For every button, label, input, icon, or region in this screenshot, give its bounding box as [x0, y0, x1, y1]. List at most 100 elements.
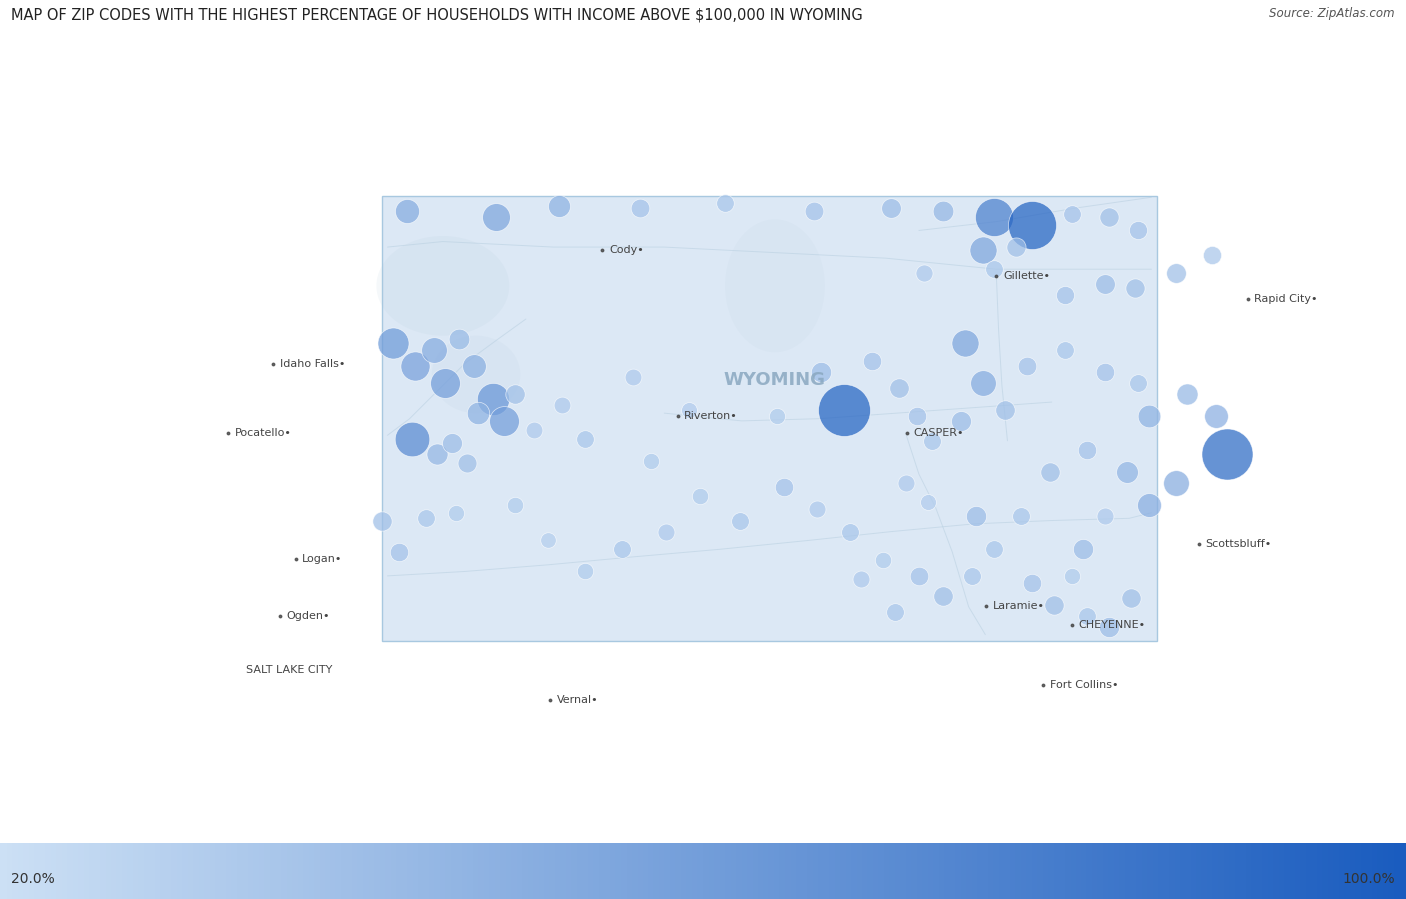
- Point: [1098, 210, 1121, 225]
- Point: [1076, 609, 1098, 623]
- Point: [766, 409, 789, 423]
- Point: [1215, 447, 1237, 461]
- Point: [396, 203, 419, 218]
- Point: [434, 376, 457, 390]
- Point: [955, 336, 977, 351]
- Point: [678, 403, 700, 417]
- Text: Riverton•: Riverton•: [685, 412, 738, 422]
- Point: [806, 503, 828, 517]
- Point: [908, 569, 931, 583]
- Text: SALT LAKE CITY: SALT LAKE CITY: [246, 665, 332, 675]
- Point: [640, 454, 662, 468]
- Text: Scottsbluff•: Scottsbluff•: [1205, 539, 1272, 548]
- Point: [887, 380, 910, 395]
- Text: Rapid City•: Rapid City•: [1254, 294, 1317, 304]
- Text: 20.0%: 20.0%: [11, 873, 55, 886]
- Point: [810, 365, 832, 379]
- Text: Gillette•: Gillette•: [1002, 271, 1050, 280]
- Point: [960, 569, 983, 583]
- Text: Cody•: Cody•: [609, 245, 644, 255]
- Point: [983, 542, 1005, 556]
- Point: [1076, 442, 1098, 457]
- Point: [872, 553, 894, 567]
- Point: [1201, 247, 1223, 262]
- Point: [1021, 575, 1043, 590]
- Text: CHEYENNE•: CHEYENNE•: [1078, 619, 1146, 629]
- Point: [382, 336, 405, 351]
- Point: [415, 512, 437, 526]
- Point: [537, 533, 560, 547]
- Point: [1010, 509, 1032, 523]
- Point: [1005, 240, 1028, 254]
- Point: [401, 432, 423, 446]
- Point: [772, 480, 794, 494]
- Point: [917, 494, 939, 509]
- Point: [481, 392, 503, 406]
- Point: [994, 403, 1017, 417]
- Text: Vernal•: Vernal•: [557, 695, 599, 705]
- Point: [574, 565, 596, 579]
- Ellipse shape: [725, 219, 825, 352]
- Point: [832, 403, 855, 417]
- Point: [839, 524, 862, 539]
- Point: [932, 203, 955, 218]
- Text: Ogden•: Ogden•: [287, 610, 330, 620]
- Point: [440, 436, 463, 450]
- Point: [423, 343, 446, 357]
- Point: [983, 210, 1005, 225]
- Point: [1126, 376, 1149, 390]
- Point: [1038, 465, 1060, 479]
- Point: [574, 432, 596, 446]
- Point: [972, 244, 994, 258]
- Point: [1043, 598, 1066, 612]
- Point: [1116, 465, 1139, 479]
- Point: [467, 406, 489, 421]
- Point: [503, 498, 526, 512]
- Point: [983, 262, 1005, 276]
- Point: [1137, 498, 1160, 512]
- Point: [1121, 591, 1143, 605]
- Point: [1126, 223, 1149, 237]
- Point: [905, 409, 928, 423]
- Point: [612, 542, 634, 556]
- Point: [655, 524, 678, 539]
- Ellipse shape: [377, 236, 509, 335]
- Text: CASPER•: CASPER•: [914, 428, 965, 438]
- Text: Laramie•: Laramie•: [993, 601, 1045, 610]
- Point: [1071, 542, 1094, 556]
- Point: [1094, 365, 1116, 379]
- Point: [932, 589, 955, 603]
- Point: [628, 201, 651, 216]
- Point: [912, 265, 935, 280]
- Point: [621, 369, 644, 384]
- Point: [426, 447, 449, 461]
- Point: [371, 513, 394, 528]
- Point: [444, 505, 467, 520]
- Point: [387, 544, 409, 558]
- Point: [449, 332, 471, 346]
- Point: [492, 414, 515, 428]
- Point: [803, 203, 825, 218]
- Point: [503, 387, 526, 402]
- Point: [1021, 218, 1043, 232]
- Point: [1094, 276, 1116, 290]
- Point: [1137, 409, 1160, 423]
- Point: [1205, 409, 1227, 423]
- Point: [965, 509, 987, 523]
- Point: [883, 605, 905, 619]
- Point: [851, 572, 873, 586]
- Text: Logan•: Logan•: [302, 555, 343, 565]
- Ellipse shape: [432, 335, 520, 414]
- Text: 100.0%: 100.0%: [1343, 873, 1395, 886]
- Point: [1060, 207, 1083, 221]
- Point: [1164, 476, 1187, 490]
- Point: [1053, 343, 1076, 357]
- Point: [894, 476, 917, 490]
- Point: [880, 201, 903, 216]
- Text: Source: ZipAtlas.com: Source: ZipAtlas.com: [1270, 7, 1395, 20]
- Point: [551, 398, 574, 413]
- Text: Idaho Falls•: Idaho Falls•: [280, 360, 346, 369]
- Point: [485, 210, 508, 225]
- Text: Fort Collins•: Fort Collins•: [1049, 681, 1118, 690]
- Point: [548, 199, 571, 213]
